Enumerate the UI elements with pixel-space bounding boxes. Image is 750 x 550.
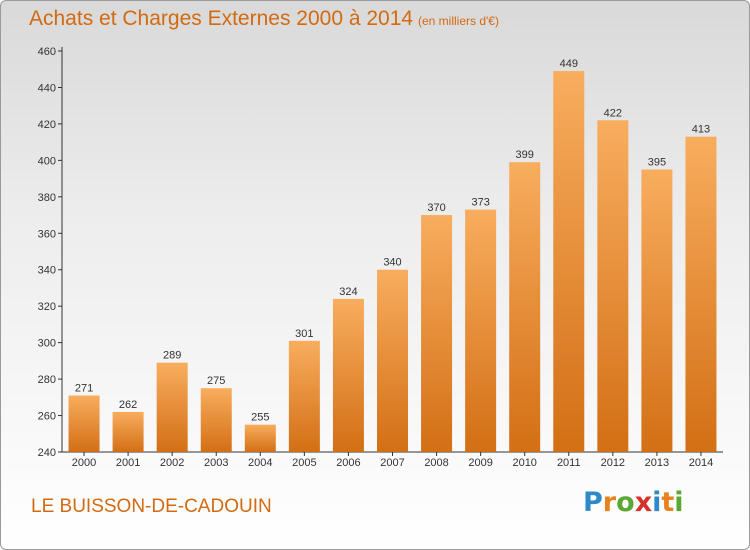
y-tick-label: 460 xyxy=(38,46,56,58)
x-tick-label: 2001 xyxy=(116,457,140,469)
x-tick-label: 2011 xyxy=(557,457,581,469)
y-tick-label: 380 xyxy=(38,192,56,204)
bar xyxy=(465,209,497,452)
y-tick-label: 420 xyxy=(38,119,56,131)
x-tick-label: 2005 xyxy=(292,457,316,469)
bar xyxy=(553,71,585,453)
logo-letter: r xyxy=(602,487,617,518)
bar xyxy=(288,340,320,452)
data-label: 262 xyxy=(119,399,137,411)
data-label: 271 xyxy=(75,382,93,394)
data-label: 449 xyxy=(560,58,578,70)
y-tick-label: 440 xyxy=(38,82,56,94)
bar xyxy=(68,395,100,452)
logo-letter: i xyxy=(674,487,684,518)
bar xyxy=(200,388,232,452)
proxiti-logo: Proxiti xyxy=(583,487,684,518)
bar xyxy=(685,136,717,452)
commune-name: LE BUISSON-DE-CADOUIN xyxy=(31,496,272,517)
x-tick-label: 2006 xyxy=(336,457,360,469)
bar xyxy=(112,411,144,452)
x-tick-label: 2013 xyxy=(645,457,669,469)
logo-letter: P xyxy=(583,487,603,518)
y-tick-label: 340 xyxy=(38,265,56,277)
x-tick-label: 2000 xyxy=(72,457,96,469)
x-tick-label: 2010 xyxy=(512,457,536,469)
data-label: 301 xyxy=(295,328,313,340)
y-tick-label: 260 xyxy=(38,411,56,423)
logo-letter: i xyxy=(652,487,662,518)
x-tick-label: 2004 xyxy=(248,457,272,469)
y-tick-label: 360 xyxy=(38,228,56,240)
data-label: 275 xyxy=(207,375,225,387)
y-tick-label: 300 xyxy=(38,338,56,350)
data-label: 422 xyxy=(604,107,622,119)
data-label: 395 xyxy=(648,156,666,168)
data-label: 370 xyxy=(427,202,445,214)
data-label: 399 xyxy=(516,149,534,161)
data-label: 413 xyxy=(692,124,710,136)
data-label: 255 xyxy=(251,412,269,424)
x-tick-label: 2002 xyxy=(160,457,184,469)
chart-subtitle: (en milliers d'€) xyxy=(418,14,499,28)
data-label: 340 xyxy=(383,257,401,269)
bar xyxy=(597,120,629,452)
data-label: 373 xyxy=(471,197,489,209)
x-tick-label: 2014 xyxy=(689,457,713,469)
bar xyxy=(377,269,408,452)
x-tick-label: 2009 xyxy=(468,457,492,469)
logo-letter: x xyxy=(634,487,653,518)
y-tick-label: 400 xyxy=(38,155,56,167)
logo-letter: o xyxy=(616,487,635,518)
x-tick-label: 2008 xyxy=(424,457,448,469)
x-tick-label: 2007 xyxy=(380,457,404,469)
y-tick-label: 240 xyxy=(38,447,56,459)
y-tick-label: 320 xyxy=(38,301,56,313)
bar xyxy=(509,162,541,452)
x-tick-label: 2003 xyxy=(204,457,228,469)
logo-letter: t xyxy=(661,487,675,518)
bar xyxy=(641,169,673,452)
x-tick-label: 2012 xyxy=(601,457,625,469)
data-label: 289 xyxy=(163,350,181,362)
bar xyxy=(156,362,188,452)
chart-title: Achats et Charges Externes 2000 à 2014 xyxy=(29,7,414,30)
data-label: 324 xyxy=(339,286,357,298)
y-tick-label: 280 xyxy=(38,374,56,386)
bar xyxy=(332,298,364,452)
bar xyxy=(421,215,453,452)
bar xyxy=(244,424,276,452)
